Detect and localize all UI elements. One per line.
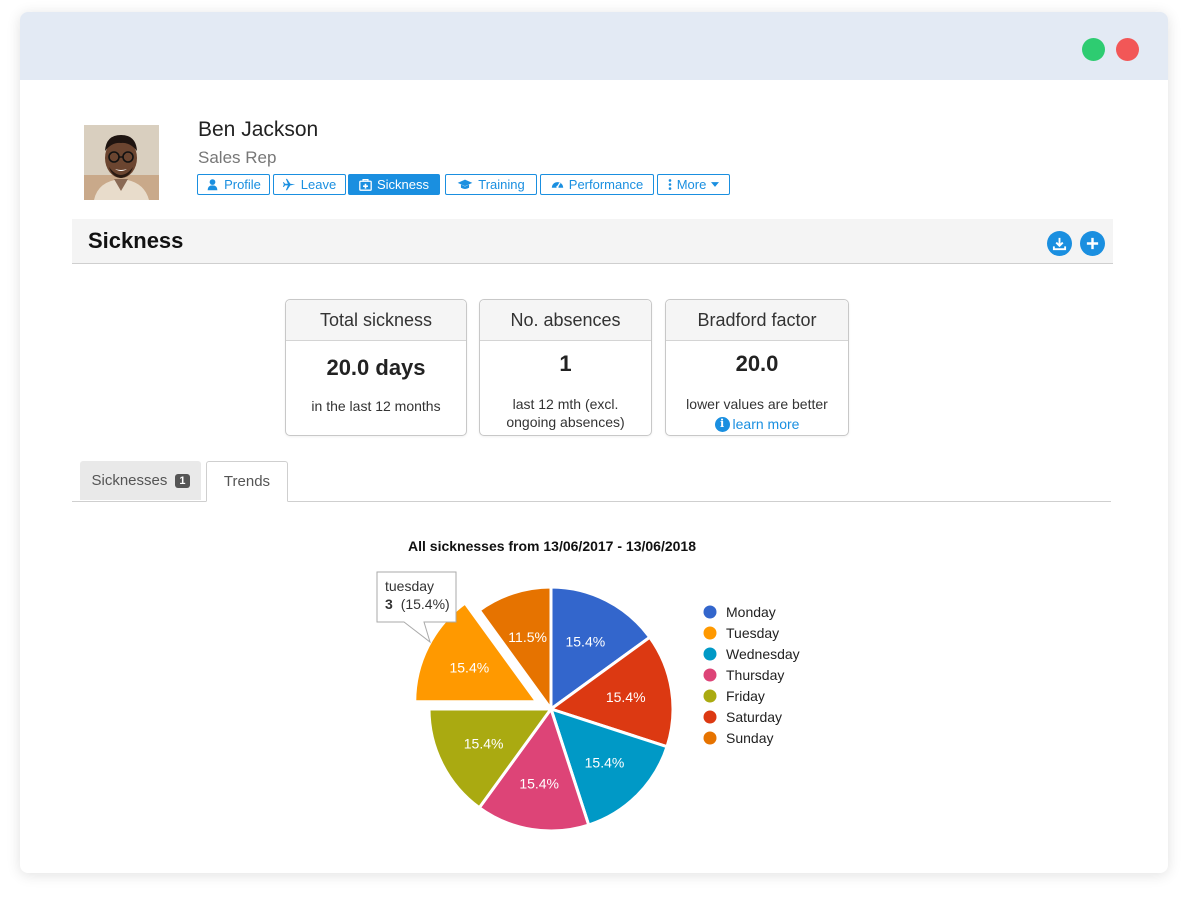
sickness-tab[interactable]: Sickness (348, 174, 440, 195)
tab-sicknesses[interactable]: Sicknesses 1 (80, 461, 201, 500)
legend-marker-monday (703, 605, 717, 619)
caret-down-icon (711, 182, 720, 187)
legend-item-monday[interactable]: Monday (726, 604, 776, 620)
card-subtitle: lower values are better (686, 396, 828, 412)
pie-slice-saturday[interactable] (547, 635, 675, 749)
chart-area: All sicknesses from 13/06/2017 - 13/06/2… (20, 12, 1168, 873)
card-value: 20.0 (735, 351, 779, 376)
close-button[interactable] (1116, 38, 1139, 61)
legend-marker-sunday (703, 731, 717, 745)
tab-trends-label: Trends (223, 473, 271, 490)
slice-label-monday: 15.4% (565, 634, 605, 650)
download-icon (1052, 237, 1067, 251)
avatar (84, 125, 159, 200)
card-title: No. absences (480, 300, 651, 341)
card-value: 20.0 days (326, 355, 426, 380)
legend-marker-wednesday (703, 647, 717, 661)
tab-trends[interactable]: Trends (206, 461, 288, 502)
slice-label-saturday: 15.4% (606, 689, 646, 705)
tooltip-percent: (15.4%) (401, 596, 450, 612)
tab-sicknesses-label: Sicknesses (91, 472, 168, 489)
leave-tab[interactable]: Leave (273, 174, 346, 195)
add-button[interactable] (1080, 231, 1105, 256)
card-subtitle: last 12 mth (excl. ongoing absences) (506, 396, 625, 430)
legend-item-thursday[interactable]: Thursday (726, 667, 784, 683)
download-button[interactable] (1047, 231, 1072, 256)
slice-label-wednesday: 15.4% (585, 754, 625, 770)
gauge-icon (551, 182, 563, 189)
legend-marker-tuesday (703, 626, 717, 640)
more-dropdown[interactable]: More (657, 174, 730, 195)
training-tab[interactable]: Training (445, 174, 537, 195)
graduation-cap-icon (457, 179, 473, 189)
employee-role: Sales Rep (198, 148, 277, 167)
content-tabs: Sicknesses 1 Trends (72, 461, 1111, 502)
pie-slice-monday[interactable] (549, 585, 652, 712)
slice-label-friday: 15.4% (464, 735, 504, 751)
maximize-button[interactable] (1082, 38, 1105, 61)
app-window: Ben Jackson Sales Rep Profile Leave Sick… (20, 12, 1168, 873)
user-icon (207, 179, 218, 191)
sickness-tab-label: Sickness (376, 177, 430, 192)
legend-item-tuesday[interactable]: Tuesday (726, 625, 779, 641)
profile-tab[interactable]: Profile (197, 174, 270, 195)
count-badge: 1 (175, 473, 190, 488)
tooltip-count: 3 (385, 596, 393, 612)
absences-card: No. absences 1 last 12 mth (excl. ongoin… (479, 299, 652, 436)
employee-name: Ben Jackson (198, 118, 319, 141)
chart-tooltip: tuesday 3 (15.4%) (376, 571, 457, 644)
card-title: Bradford factor (666, 300, 848, 341)
card-title: Total sickness (286, 300, 466, 341)
more-label: More (676, 177, 707, 192)
add-icon (1086, 237, 1099, 250)
legend-marker-thursday (703, 668, 717, 682)
performance-tab[interactable]: Performance (540, 174, 654, 195)
tooltip-label: tuesday (385, 578, 434, 594)
pie-slice-thursday[interactable] (477, 705, 591, 833)
learn-more-link[interactable]: i learn more (714, 415, 800, 433)
title-bar (20, 12, 1168, 80)
legend-item-friday[interactable]: Friday (726, 688, 765, 704)
slice-label-thursday: 15.4% (519, 776, 559, 792)
pie-slice-tuesday[interactable] (413, 600, 540, 704)
training-tab-label: Training (478, 177, 525, 192)
leave-tab-label: Leave (300, 177, 337, 192)
section-header: Sickness (72, 219, 1113, 264)
info-icon: i (714, 416, 730, 432)
slice-label-sunday: 11.5% (508, 629, 547, 645)
legend-item-sunday[interactable]: Sunday (726, 730, 773, 746)
pie-slice-sunday[interactable] (477, 585, 553, 714)
legend-item-wednesday[interactable]: Wednesday (726, 646, 800, 662)
legend-marker-saturday (703, 710, 717, 724)
vertical-dots-icon (668, 179, 671, 190)
legend-item-saturday[interactable]: Saturday (726, 709, 782, 725)
pie-slice-friday[interactable] (427, 707, 554, 810)
page-title: Sickness (88, 228, 184, 253)
performance-tab-label: Performance (568, 177, 644, 192)
card-subtitle: in the last 12 months (311, 398, 441, 414)
legend-marker-friday (703, 689, 717, 703)
chart-title: All sicknesses from 13/06/2017 - 13/06/2… (408, 538, 696, 554)
card-value: 1 (559, 351, 572, 376)
bradford-factor-card: Bradford factor 20.0 lower values are be… (665, 299, 849, 436)
tooltip-value-row: 3 (15.4%) (385, 596, 450, 612)
learn-more-label: learn more (732, 416, 800, 432)
plane-icon (282, 178, 295, 191)
slice-label-tuesday: 15.4% (449, 659, 489, 675)
total-sickness-card: Total sickness 20.0 days in the last 12 … (285, 299, 467, 436)
learn-more-row: i learn more (666, 413, 848, 433)
medical-kit-icon (359, 179, 372, 191)
pie-chart: All sicknesses from 13/06/2017 - 13/06/2… (376, 538, 800, 833)
profile-tab-label: Profile (224, 177, 261, 192)
